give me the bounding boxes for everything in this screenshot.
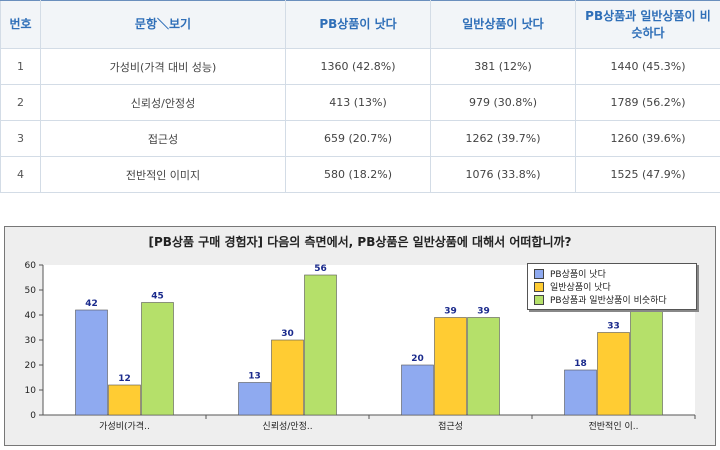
row-item: 가성비(가격 대비 성능)	[40, 48, 286, 85]
row-general-value: 979 (30.8%)	[430, 84, 576, 121]
row-general-value: 381 (12%)	[430, 48, 576, 85]
x-tick-label: 전반적인 이..	[589, 420, 639, 432]
legend-item-similar: PB상품과 일반상품이 비슷하다	[534, 293, 690, 306]
x-tick-label: 신뢰성/안정..	[262, 421, 312, 432]
legend-label: PB상품과 일반상품이 비슷하다	[550, 296, 667, 306]
y-tick-label: 50	[25, 286, 37, 296]
row-pb-value: 413 (13%)	[285, 84, 431, 121]
bar	[271, 339, 304, 416]
bar-chart: 0 10 20 30 40 50 60 42 12 45 가성비(가격.. 13 30 56 신뢰성/안정.…	[25, 261, 696, 432]
legend-swatch	[534, 294, 544, 305]
table-row: 1 가성비(가격 대비 성능) 1360 (42.8%) 381 (12%) 1…	[0, 48, 720, 85]
x-tick-label: 접근성	[438, 420, 463, 432]
data-label: 45	[151, 292, 164, 302]
header-question: 문항＼보기	[40, 0, 286, 49]
row-item: 전반적인 이미지	[40, 156, 286, 193]
y-tick-label: 10	[25, 386, 37, 396]
row-number: 2	[0, 84, 41, 121]
data-label: 12	[118, 374, 131, 384]
data-label: 18	[574, 359, 587, 369]
bar	[597, 332, 630, 416]
row-similar-value: 1525 (47.9%)	[575, 156, 720, 193]
bar	[141, 302, 174, 416]
row-similar-value: 1440 (45.3%)	[575, 48, 720, 85]
row-pb-value: 580 (18.2%)	[285, 156, 431, 193]
header-number: 번호	[0, 0, 41, 49]
bar	[467, 317, 500, 416]
data-label: 56	[314, 264, 327, 274]
legend-swatch	[534, 268, 544, 279]
row-general-value: 1076 (33.8%)	[430, 156, 576, 193]
data-label: 33	[607, 322, 620, 332]
chart-legend: PB상품이 낫다 일반상품이 낫다 PB상품과 일반상품이 비슷하다	[527, 263, 697, 310]
bar	[304, 274, 337, 416]
data-label: 20	[411, 354, 424, 364]
row-similar-value: 1260 (39.6%)	[575, 120, 720, 157]
legend-label: 일반상품이 낫다	[550, 283, 611, 293]
y-tick-label: 60	[25, 261, 37, 271]
row-number: 4	[0, 156, 41, 193]
legend-item-general-better: 일반상품이 낫다	[534, 280, 690, 293]
bar	[630, 297, 663, 416]
bar	[401, 364, 434, 416]
y-tick-label: 30	[25, 336, 37, 346]
header-general-better: 일반상품이 낫다	[430, 0, 576, 49]
bar	[564, 369, 597, 416]
data-label: 13	[248, 372, 261, 382]
data-label: 39	[444, 307, 457, 317]
row-general-value: 1262 (39.7%)	[430, 120, 576, 157]
bar-chart-panel: [PB상품 구매 경험자] 다음의 측면에서, PB상품은 일반상품에 대해서 …	[4, 226, 716, 446]
table-header-row: 번호 문항＼보기 PB상품이 낫다 일반상품이 낫다 PB상품과 일반상품이 비…	[0, 0, 720, 49]
legend-label: PB상품이 낫다	[550, 270, 606, 280]
header-similar: PB상품과 일반상품이 비슷하다	[575, 0, 720, 49]
row-item: 신뢰성/안정성	[40, 84, 286, 121]
table-row: 2 신뢰성/안정성 413 (13%) 979 (30.8%) 1789 (56…	[0, 84, 720, 121]
bar	[238, 382, 271, 416]
header-pb-better: PB상품이 낫다	[285, 0, 431, 49]
legend-item-pb-better: PB상품이 낫다	[534, 267, 690, 280]
chart-title: [PB상품 구매 경험자] 다음의 측면에서, PB상품은 일반상품에 대해서 …	[148, 235, 572, 249]
row-pb-value: 1360 (42.8%)	[285, 48, 431, 85]
y-tick-label: 0	[30, 411, 36, 421]
bar	[108, 384, 141, 416]
row-number: 3	[0, 120, 41, 157]
legend-swatch	[534, 281, 544, 292]
x-tick-label: 가성비(가격..	[99, 420, 150, 432]
table-row: 4 전반적인 이미지 580 (18.2%) 1076 (33.8%) 1525…	[0, 156, 720, 193]
data-label: 30	[281, 329, 294, 339]
survey-results-table: 번호 문항＼보기 PB상품이 낫다 일반상품이 낫다 PB상품과 일반상품이 비…	[0, 0, 720, 193]
row-similar-value: 1789 (56.2%)	[575, 84, 720, 121]
data-label: 42	[85, 299, 98, 309]
row-pb-value: 659 (20.7%)	[285, 120, 431, 157]
bar	[75, 309, 108, 416]
bar	[434, 317, 467, 416]
y-tick-label: 40	[25, 311, 37, 321]
row-item: 접근성	[40, 120, 286, 157]
y-tick-label: 20	[25, 361, 37, 371]
table-row: 3 접근성 659 (20.7%) 1262 (39.7%) 1260 (39.…	[0, 120, 720, 157]
data-label: 39	[477, 307, 490, 317]
row-number: 1	[0, 48, 41, 85]
